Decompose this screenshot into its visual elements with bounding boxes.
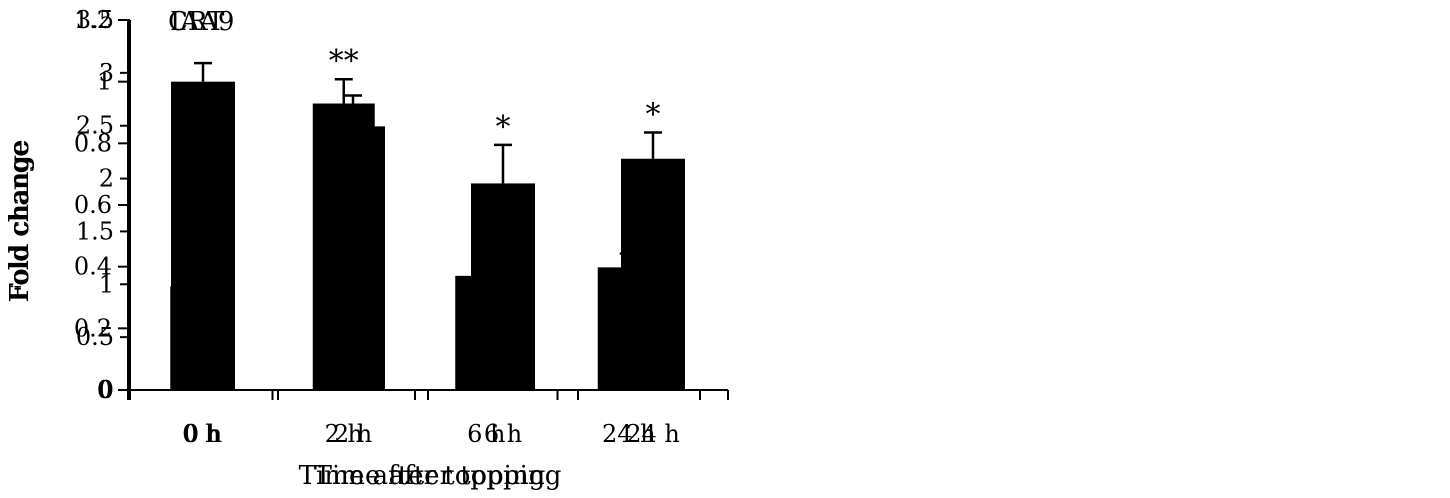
iaa9-y-tick-label: 1 xyxy=(97,68,112,96)
crt-y-tick-label: 2 xyxy=(99,165,114,193)
iaa9-y-tick-label: 0.6 xyxy=(74,191,112,219)
crt-y-tick-label: 3 xyxy=(99,59,114,87)
iaa9-y-axis-title: Fold change xyxy=(5,139,35,300)
iaa9-bars: 0 h 2 h 6 h * 24 h * xyxy=(171,61,685,448)
iaa9-bar-chart: 0 0.2 0.4 0.6 0.8 1 1.2 0 h 2 h 6 h * 24 h * IAA9 F… xyxy=(5,6,729,491)
crt-y-axis-title: Fold change xyxy=(5,141,35,302)
iaa9-x-tick-label: 0 h xyxy=(184,420,222,448)
iaa9-x-tick-label: 6 h xyxy=(484,420,522,448)
crt-x-tick-label: 24 h xyxy=(602,420,656,448)
crt-y-tick-label: 3.5 xyxy=(76,6,114,34)
iaa9-chart-title: IAA9 xyxy=(170,7,234,37)
crt-significance-label: ** xyxy=(329,44,359,79)
iaa9-y-tick-label: 0 xyxy=(97,376,112,404)
iaa9-x-axis-title: Time after topping xyxy=(299,461,546,491)
crt-x-tick-label: 0 h xyxy=(182,420,220,448)
iaa9-y-tick-label: 0.2 xyxy=(74,314,112,342)
iaa9-bar xyxy=(621,158,685,390)
iaa9-axes: 0 0.2 0.4 0.6 0.8 1 1.2 xyxy=(74,6,729,404)
crt-x-axis-title: Time after topping xyxy=(315,461,562,491)
iaa9-bar xyxy=(171,81,235,391)
iaa9-y-tick-label: 0.8 xyxy=(74,129,112,157)
iaa9-bar xyxy=(471,183,535,390)
iaa9-x-tick-label: 24 h xyxy=(626,420,680,448)
crt-x-tick-label: 6 h xyxy=(467,420,505,448)
crt-y-tick-label: 1 xyxy=(99,270,114,298)
crt-y-tick-label: 1.5 xyxy=(76,217,114,245)
iaa9-significance-label: * xyxy=(646,98,661,133)
crt-chart-title: CRT xyxy=(168,7,225,37)
crt-x-tick-label: 2 h xyxy=(325,420,363,448)
crt-y-tick-label: 0 xyxy=(99,376,114,404)
iaa9-significance-label: * xyxy=(496,110,511,145)
iaa9-bar xyxy=(321,126,385,390)
crt-y-tick-label: 0.5 xyxy=(76,323,114,351)
iaa9-y-tick-label: 0.4 xyxy=(74,253,112,281)
crt-y-tick-label: 2.5 xyxy=(76,112,114,140)
iaa9-x-tick-label: 2 h xyxy=(334,420,372,448)
iaa9-y-tick-label: 1.2 xyxy=(74,6,112,34)
